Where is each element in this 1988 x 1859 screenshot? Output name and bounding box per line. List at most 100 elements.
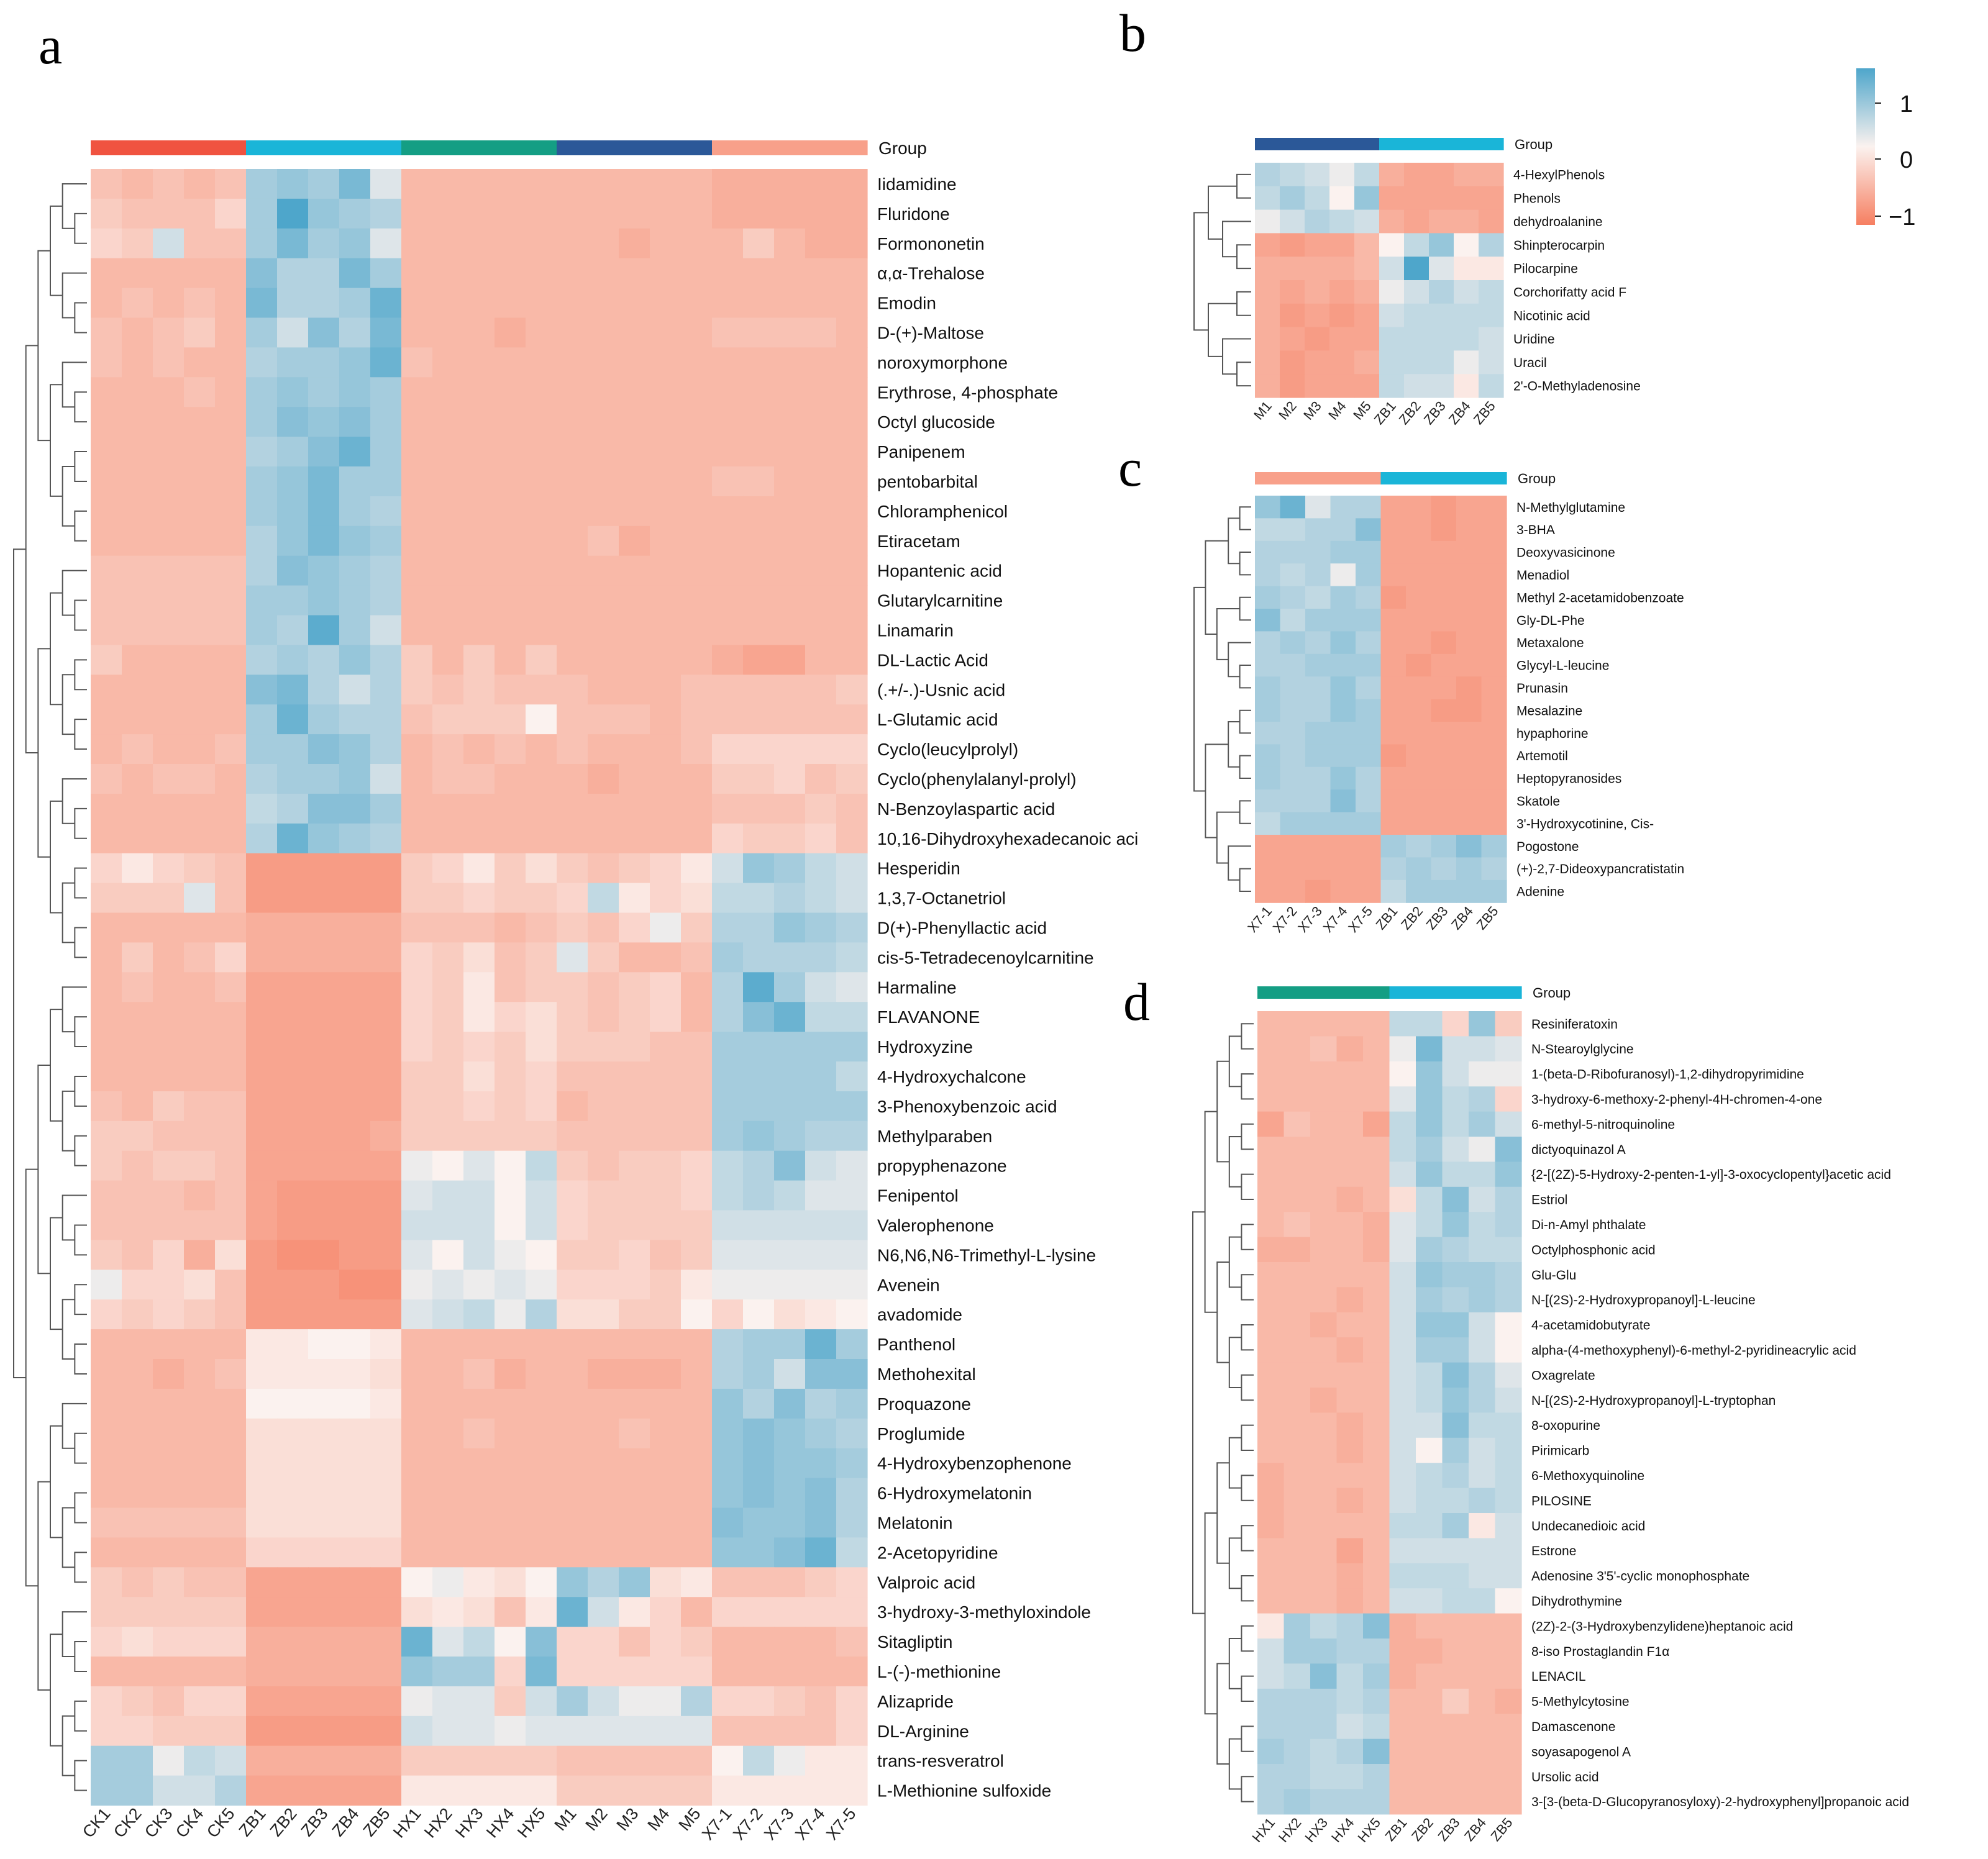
heatmap-cell bbox=[1356, 563, 1382, 587]
heatmap-cell bbox=[712, 228, 744, 259]
heatmap-cell bbox=[184, 1002, 216, 1032]
heatmap-cell bbox=[836, 1180, 868, 1211]
heatmap-cell bbox=[557, 258, 588, 289]
heatmap-cell bbox=[1336, 1538, 1364, 1564]
heatmap-cell bbox=[588, 942, 619, 973]
group-band-cell bbox=[1363, 986, 1390, 999]
heatmap-cell bbox=[650, 585, 682, 616]
row-label: PILOSINE bbox=[1531, 1494, 1592, 1508]
heatmap-cell bbox=[91, 764, 122, 794]
heatmap-cell bbox=[495, 1061, 526, 1092]
heatmap-cell bbox=[557, 1002, 588, 1032]
heatmap-cell bbox=[1469, 1337, 1496, 1363]
heatmap-cell bbox=[681, 1478, 713, 1509]
heatmap-cell bbox=[184, 1032, 216, 1062]
heatmap-cell bbox=[681, 1061, 713, 1092]
row-label: Artemotil bbox=[1516, 749, 1568, 763]
heatmap-cell bbox=[1330, 609, 1356, 632]
heatmap-cell bbox=[1456, 631, 1482, 655]
heatmap-cell bbox=[805, 407, 837, 437]
heatmap-cell bbox=[1363, 1287, 1390, 1313]
heatmap-cell bbox=[1336, 1588, 1364, 1614]
column-label: X7-3 bbox=[760, 1804, 798, 1843]
heatmap-cell bbox=[401, 1507, 433, 1538]
heatmap-cell bbox=[215, 198, 247, 229]
heatmap-cell bbox=[774, 466, 806, 497]
heatmap-cell bbox=[712, 466, 744, 497]
column-label: ZB5 bbox=[1470, 398, 1498, 427]
heatmap-cell bbox=[401, 1359, 433, 1389]
heatmap-cell bbox=[246, 1180, 278, 1211]
heatmap-cell bbox=[836, 1240, 868, 1270]
heatmap-cell bbox=[1336, 1613, 1364, 1639]
row-label: 4-acetamidobutyrate bbox=[1531, 1319, 1650, 1333]
heatmap-cell bbox=[1280, 835, 1306, 858]
heatmap-cell bbox=[681, 1657, 713, 1687]
heatmap-cell bbox=[432, 912, 464, 943]
heatmap-cell bbox=[401, 853, 433, 884]
heatmap-cell bbox=[1280, 789, 1306, 813]
row-label: 2'-O-Methyladenosine bbox=[1513, 380, 1641, 394]
heatmap-cell bbox=[277, 823, 309, 854]
heatmap-cell bbox=[432, 466, 464, 497]
heatmap-cell bbox=[277, 525, 309, 557]
dendrogram-branch bbox=[1241, 1575, 1254, 1602]
heatmap-cell bbox=[836, 1627, 868, 1657]
row-label: Fenipentol bbox=[877, 1186, 959, 1206]
column-label: HX1 bbox=[390, 1804, 425, 1842]
heatmap-cell bbox=[588, 1270, 619, 1300]
heatmap-cell bbox=[463, 615, 495, 645]
heatmap-cell bbox=[681, 823, 713, 854]
heatmap-cell bbox=[526, 1120, 557, 1152]
heatmap-cell bbox=[308, 912, 340, 943]
heatmap-cell bbox=[370, 585, 402, 616]
heatmap-cell bbox=[712, 1091, 744, 1122]
heatmap-cell bbox=[277, 764, 309, 794]
heatmap-cell bbox=[619, 496, 650, 527]
heatmap-cell bbox=[1330, 744, 1356, 768]
heatmap-cell bbox=[805, 1716, 837, 1747]
heatmap-cell bbox=[153, 1002, 185, 1032]
group-legend-label: Group bbox=[1515, 137, 1553, 152]
dendrogram-branch bbox=[1241, 1224, 1254, 1250]
row-label: Formononetin bbox=[877, 234, 985, 253]
row-label: 3-hydroxy-6-methoxy-2-phenyl-4H-chromen-… bbox=[1531, 1093, 1822, 1107]
group-band-cell bbox=[1305, 138, 1330, 150]
heatmap-cell bbox=[619, 1627, 650, 1657]
heatmap-cell bbox=[743, 496, 775, 527]
heatmap-cell bbox=[805, 1448, 837, 1479]
heatmap-cell bbox=[1336, 1639, 1364, 1664]
heatmap-cell bbox=[836, 1716, 868, 1747]
heatmap-cell bbox=[432, 407, 464, 437]
heatmap-cell bbox=[463, 912, 495, 943]
heatmap-cell bbox=[432, 288, 464, 319]
heatmap-cell bbox=[91, 972, 122, 1002]
heatmap-cell bbox=[153, 496, 185, 527]
heatmap-cell bbox=[1336, 1388, 1364, 1413]
heatmap-cell bbox=[1495, 1412, 1522, 1439]
heatmap-cell bbox=[588, 1775, 619, 1806]
dendrogram-branch bbox=[62, 778, 87, 824]
heatmap-cell bbox=[1416, 1287, 1443, 1313]
heatmap-cell bbox=[1280, 699, 1306, 722]
heatmap-cell bbox=[495, 1597, 526, 1627]
heatmap-cell bbox=[1336, 1287, 1364, 1313]
heatmap-cell bbox=[215, 1448, 247, 1479]
heatmap-cell bbox=[215, 645, 247, 675]
heatmap-cell bbox=[1429, 186, 1454, 211]
heatmap-cell bbox=[650, 1716, 682, 1747]
heatmap-cell bbox=[153, 942, 185, 973]
heatmap-cell bbox=[774, 883, 806, 914]
heatmap-cell bbox=[588, 853, 619, 884]
heatmap-cell bbox=[122, 1418, 153, 1449]
heatmap-cell bbox=[805, 734, 837, 765]
heatmap-cell bbox=[370, 1657, 402, 1687]
heatmap-cell bbox=[1431, 766, 1457, 790]
heatmap-cell bbox=[743, 704, 775, 735]
heatmap-cell bbox=[463, 1032, 495, 1062]
heatmap-cell bbox=[495, 1567, 526, 1598]
heatmap-cell bbox=[184, 853, 216, 884]
heatmap-cell bbox=[1479, 280, 1504, 304]
heatmap-cell bbox=[1255, 586, 1281, 609]
heatmap-cell bbox=[153, 1388, 185, 1419]
